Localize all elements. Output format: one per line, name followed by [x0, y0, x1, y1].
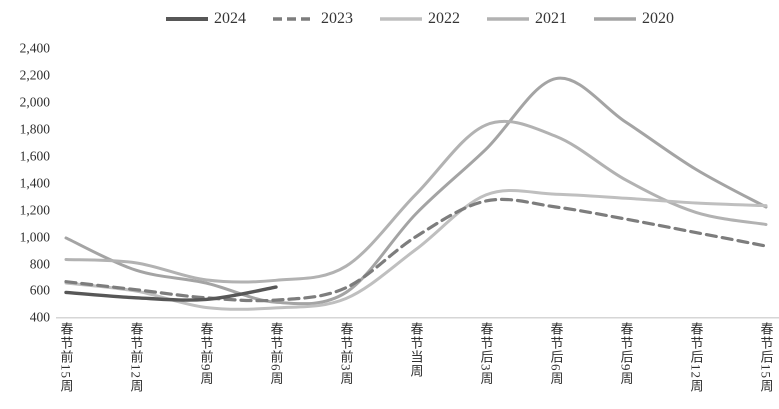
x-axis-tick-label: 春节后9周 [618, 322, 634, 386]
legend-item-2023: 2023 [272, 11, 353, 27]
y-axis-tick-label: 1,600 [19, 148, 50, 164]
x-axis-tick-label: 春节前15周 [58, 322, 74, 393]
x-axis-tick-label: 春节后12周 [688, 322, 704, 393]
x-axis-tick-label: 春节后15周 [758, 322, 774, 393]
x-axis-tick-label: 春节后6周 [548, 322, 564, 386]
x-axis-tick-label: 春节后3周 [478, 322, 494, 386]
y-axis-tick-label: 600 [29, 282, 50, 298]
legend-swatch-2020 [594, 17, 636, 21]
y-axis-tick-label: 1,800 [19, 121, 50, 137]
series-line-2021 [64, 119, 768, 284]
legend-swatch-2024 [166, 17, 208, 21]
legend-label-2023: 2023 [321, 10, 353, 27]
legend-item-2020: 2020 [593, 11, 674, 27]
legend-label-2020: 2020 [642, 10, 674, 27]
legend-swatch-2022 [380, 17, 422, 21]
legend-swatch-2021 [487, 17, 529, 21]
y-axis-tick-label: 1,400 [19, 175, 50, 191]
series-line-2024 [64, 285, 278, 302]
x-axis-tick-label: 春节当周 [408, 322, 424, 378]
x-axis-tick-label: 春节前12周 [128, 322, 144, 393]
y-axis-tick-label: 2,000 [19, 94, 50, 110]
x-axis-tick-label: 春节前3周 [338, 322, 354, 386]
y-axis-tick-label: 800 [29, 255, 50, 271]
x-axis-tick-label: 春节前9周 [198, 322, 214, 386]
y-axis-tick-label: 2,400 [19, 40, 50, 56]
legend-label-2021: 2021 [535, 10, 567, 27]
legend-item-2021: 2021 [486, 11, 567, 27]
chart-legend: 2024 2023 2022 2021 2020 [60, 8, 779, 30]
y-axis-tick-label: 1,200 [19, 201, 50, 217]
y-axis-tick-label: 2,200 [19, 67, 50, 83]
legend-label-2022: 2022 [428, 10, 460, 27]
series-line-2020 [64, 76, 768, 306]
legend-label-2024: 2024 [214, 10, 246, 27]
series-line-2023 [64, 197, 768, 303]
y-axis-tick-label: 400 [29, 309, 50, 325]
y-axis-tick-label: 1,000 [19, 228, 50, 244]
legend-swatch-2023 [273, 17, 315, 21]
legend-item-2024: 2024 [165, 11, 246, 27]
legend-item-2022: 2022 [379, 11, 460, 27]
series-line-2022 [64, 189, 768, 311]
x-axis-tick-label: 春节前6周 [268, 322, 284, 386]
